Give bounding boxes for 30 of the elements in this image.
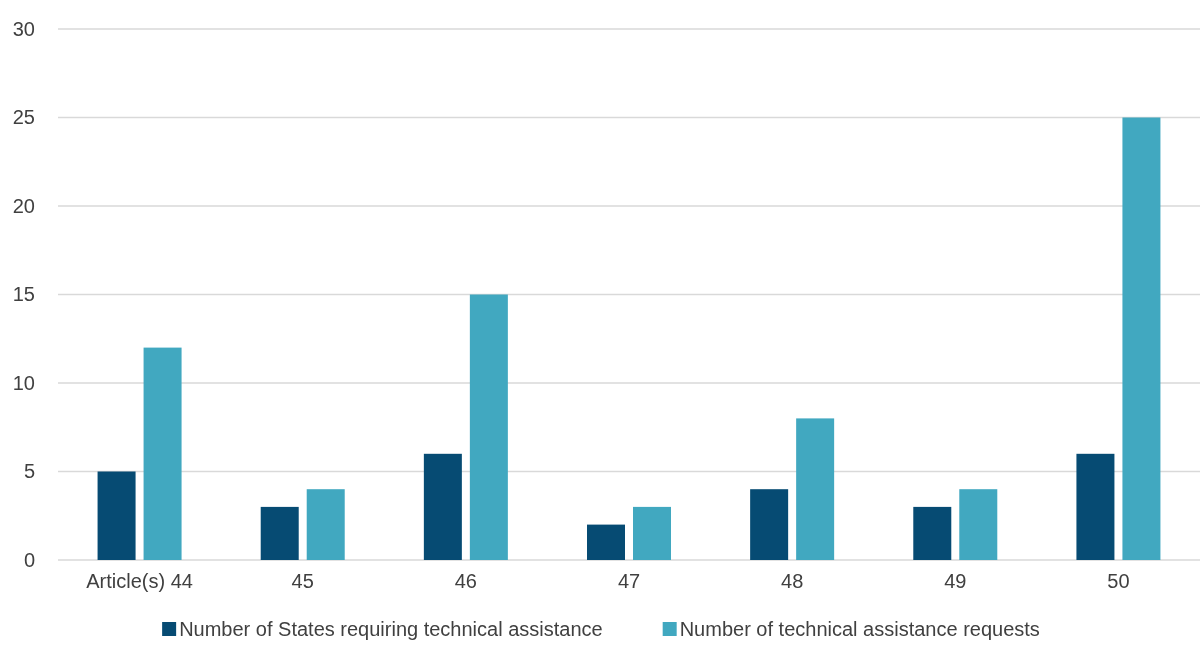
x-tick-label: 46	[454, 570, 477, 593]
bar	[97, 471, 136, 560]
y-tick-label: 10	[12, 371, 35, 394]
bar	[1076, 453, 1115, 560]
x-tick-label: 49	[944, 570, 967, 593]
y-tick-label: 20	[12, 194, 35, 217]
y-tick-label: 30	[12, 17, 35, 40]
bar	[796, 418, 835, 560]
bar	[633, 506, 671, 560]
bar	[423, 453, 462, 560]
bar	[750, 489, 789, 560]
x-tick-label: 47	[617, 570, 641, 593]
bar	[913, 506, 952, 560]
legend-label: Number of States requiring technical assistance	[179, 618, 603, 640]
bar	[1122, 117, 1161, 560]
bar	[143, 347, 182, 560]
x-tick-label: 48	[781, 570, 804, 593]
x-tick-label: Article(s) 44	[86, 570, 193, 593]
y-tick-label: 0	[23, 548, 35, 571]
bar	[306, 489, 345, 560]
x-tick-label: 50	[1107, 570, 1130, 593]
x-tick-label: 45	[291, 570, 314, 593]
bar	[260, 506, 299, 560]
bar	[587, 524, 625, 560]
y-tick-label: 5	[23, 460, 35, 483]
y-tick-label: 25	[12, 106, 35, 129]
bar	[959, 489, 998, 560]
legend-label: Number of technical assistance requests	[679, 618, 1040, 640]
y-tick-label: 15	[12, 283, 35, 306]
bar	[469, 294, 508, 560]
